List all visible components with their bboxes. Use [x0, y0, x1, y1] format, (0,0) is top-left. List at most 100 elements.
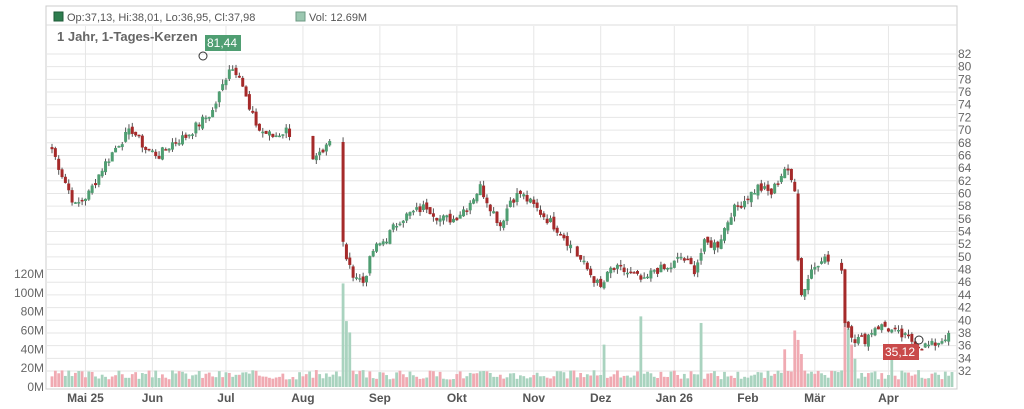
- volume-bar: [502, 378, 506, 387]
- candle-body: [411, 210, 415, 213]
- volume-bar: [97, 378, 101, 387]
- time-tick-label: Mär: [804, 391, 826, 405]
- volume-bar: [90, 371, 94, 387]
- time-tick-label: Mai 25: [67, 391, 104, 405]
- candle-body: [642, 277, 646, 279]
- candle-body: [538, 209, 542, 215]
- price-tick-label: 76: [958, 85, 972, 99]
- volume-bar: [154, 370, 158, 387]
- volume-bar: [679, 378, 683, 387]
- volume-bar: [920, 377, 924, 387]
- candle-body: [692, 265, 696, 275]
- volume-bar: [358, 370, 362, 387]
- candle-body: [863, 333, 867, 345]
- volume-bar: [271, 378, 275, 387]
- volume-bar: [144, 373, 148, 387]
- volume-bar: [204, 373, 208, 387]
- candle-body: [197, 124, 201, 127]
- volume-bar: [137, 378, 141, 387]
- candle-body: [60, 169, 64, 178]
- candle-body: [672, 260, 676, 268]
- volume-bar: [943, 371, 947, 387]
- candle-body: [532, 199, 536, 204]
- candle-body: [324, 144, 328, 152]
- volume-bar: [716, 376, 720, 387]
- volume-bar: [194, 374, 198, 387]
- volume-bar: [870, 372, 874, 387]
- candle-body: [251, 110, 255, 113]
- candle-body: [288, 128, 292, 137]
- volume-bar: [67, 370, 71, 387]
- volume-bar: [589, 375, 593, 387]
- candle-body: [241, 77, 245, 87]
- candle-body: [130, 126, 134, 134]
- volume-bar: [345, 321, 348, 387]
- volume-bar: [565, 378, 569, 387]
- candle-body: [83, 198, 87, 202]
- volume-bar: [686, 378, 690, 387]
- volume-bar: [763, 377, 767, 387]
- candle-body: [391, 224, 395, 230]
- volume-bar: [94, 376, 97, 387]
- candle-body: [599, 278, 603, 287]
- candle-body: [789, 168, 793, 181]
- candle-body: [468, 202, 472, 211]
- volume-bar: [689, 371, 693, 387]
- candle-body: [749, 191, 753, 203]
- candle-body: [746, 198, 750, 201]
- volume-bar: [130, 374, 134, 387]
- volume-bar: [522, 376, 526, 387]
- volume-bar: [361, 370, 365, 387]
- candle-body: [431, 213, 435, 217]
- volume-bar: [840, 370, 843, 387]
- candle-body: [415, 207, 419, 210]
- candle-body: [870, 333, 874, 335]
- volume-bar: [646, 371, 649, 387]
- candle-body: [234, 67, 238, 76]
- volume-bar: [883, 378, 887, 387]
- price-tick-label: 80: [958, 60, 972, 74]
- volume-bar: [291, 377, 295, 387]
- candle-body: [184, 134, 188, 138]
- price-tick-label: 32: [958, 364, 972, 378]
- candle-body: [522, 194, 526, 197]
- price-tick-label: 56: [958, 212, 972, 226]
- candle-body: [451, 218, 455, 223]
- price-tick-label: 64: [958, 161, 972, 175]
- volume-bar: [405, 377, 409, 387]
- candle-body: [254, 111, 258, 126]
- volume-bar: [191, 375, 194, 387]
- volume-bar: [110, 376, 114, 387]
- volume-bar: [810, 371, 813, 387]
- volume-bar: [53, 370, 57, 387]
- candle-body: [425, 202, 429, 210]
- volume-bar: [251, 370, 255, 387]
- volume-bar: [933, 372, 937, 387]
- volume-bar: [391, 378, 395, 387]
- volume-bar: [237, 374, 241, 387]
- candle-body: [759, 183, 763, 191]
- candle-body: [826, 254, 830, 262]
- candle-body: [736, 205, 740, 207]
- volume-bar: [87, 371, 91, 387]
- volume-bar: [542, 376, 546, 387]
- volume-bar: [378, 372, 382, 387]
- candle-body: [117, 146, 121, 148]
- volume-bar: [157, 377, 161, 387]
- candle-body: [579, 255, 583, 260]
- volume-tick-label: 0M: [27, 380, 44, 394]
- candle-body: [257, 123, 261, 131]
- volume-bar: [890, 356, 894, 387]
- volume-bar: [917, 370, 920, 387]
- candle-body: [378, 243, 382, 246]
- volume-bar: [224, 372, 228, 387]
- volume-bar: [331, 374, 335, 387]
- candle-body: [53, 148, 57, 157]
- volume-bar: [585, 374, 589, 387]
- volume-bar: [743, 376, 746, 387]
- candle-body: [93, 183, 97, 186]
- candle-body: [87, 190, 91, 200]
- volume-bar: [569, 370, 572, 387]
- low-marker: [914, 335, 924, 345]
- candle-body: [565, 236, 569, 246]
